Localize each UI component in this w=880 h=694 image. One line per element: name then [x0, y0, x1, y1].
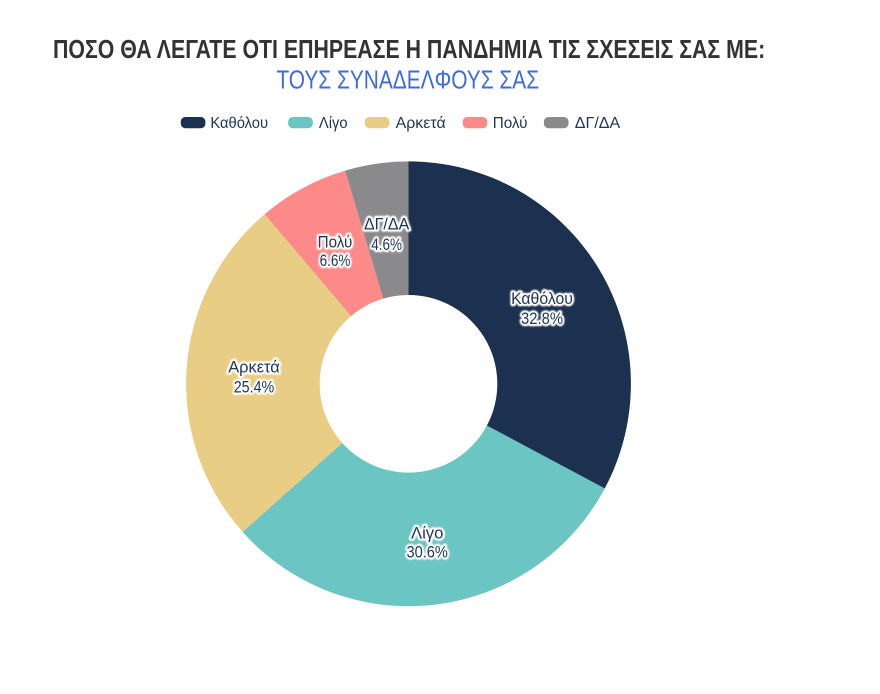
svg-text:Λίγο: Λίγο [319, 115, 348, 132]
svg-text:Λίγο: Λίγο [411, 524, 444, 543]
svg-text:25.4%: 25.4% [234, 378, 275, 397]
svg-text:Καθόλου: Καθόλου [511, 289, 573, 308]
svg-text:Πολύ: Πολύ [318, 233, 353, 252]
svg-text:25.4%: 25.4% [234, 378, 275, 397]
svg-text:Αρκετά: Αρκετά [228, 358, 280, 377]
svg-text:25.4%: 25.4% [234, 378, 275, 397]
svg-text:Αρκετά: Αρκετά [396, 115, 446, 132]
svg-text:Πολύ: Πολύ [318, 233, 353, 252]
svg-text:ΔΓ/ΔΑ: ΔΓ/ΔΑ [575, 115, 621, 132]
svg-text:ΔΓ/ΔΑ: ΔΓ/ΔΑ [364, 215, 410, 234]
svg-text:Λίγο: Λίγο [411, 524, 444, 543]
svg-text:Πολύ: Πολύ [318, 233, 353, 252]
svg-text:32.8%: 32.8% [521, 309, 563, 328]
svg-text:ΠΟΣΟ ΘΑ ΛΕΓΑΤΕ ΟΤΙ ΕΠΗΡΕΑΣΕ Η: ΠΟΣΟ ΘΑ ΛΕΓΑΤΕ ΟΤΙ ΕΠΗΡΕΑΣΕ Η ΠΑΝΔΗΜΙΑ Τ… [53, 34, 765, 64]
svg-text:Καθόλου: Καθόλου [511, 289, 573, 308]
svg-text:Καθόλου: Καθόλου [511, 289, 573, 308]
svg-text:6.6%: 6.6% [320, 251, 351, 270]
svg-text:Λίγο: Λίγο [411, 524, 444, 543]
svg-text:ΔΓ/ΔΑ: ΔΓ/ΔΑ [364, 215, 410, 234]
svg-text:Αρκετά: Αρκετά [228, 358, 280, 377]
svg-text:ΤΟΥΣ ΣΥΝΑΔΕΛΦΟΥΣ ΣΑΣ: ΤΟΥΣ ΣΥΝΑΔΕΛΦΟΥΣ ΣΑΣ [276, 65, 539, 95]
svg-text:4.6%: 4.6% [371, 235, 402, 254]
svg-text:Αρκετά: Αρκετά [228, 358, 280, 377]
svg-text:4.6%: 4.6% [371, 235, 402, 254]
svg-text:4.6%: 4.6% [371, 235, 402, 254]
svg-text:ΔΓ/ΔΑ: ΔΓ/ΔΑ [364, 215, 410, 234]
svg-text:32.8%: 32.8% [521, 309, 563, 328]
svg-text:30.6%: 30.6% [407, 543, 448, 562]
svg-text:6.6%: 6.6% [320, 251, 351, 270]
svg-text:30.6%: 30.6% [407, 543, 448, 562]
svg-text:30.6%: 30.6% [407, 543, 448, 562]
svg-text:6.6%: 6.6% [320, 251, 351, 270]
svg-text:32.8%: 32.8% [521, 309, 563, 328]
svg-text:Καθόλου: Καθόλου [210, 115, 268, 132]
svg-text:Πολύ: Πολύ [493, 115, 528, 132]
